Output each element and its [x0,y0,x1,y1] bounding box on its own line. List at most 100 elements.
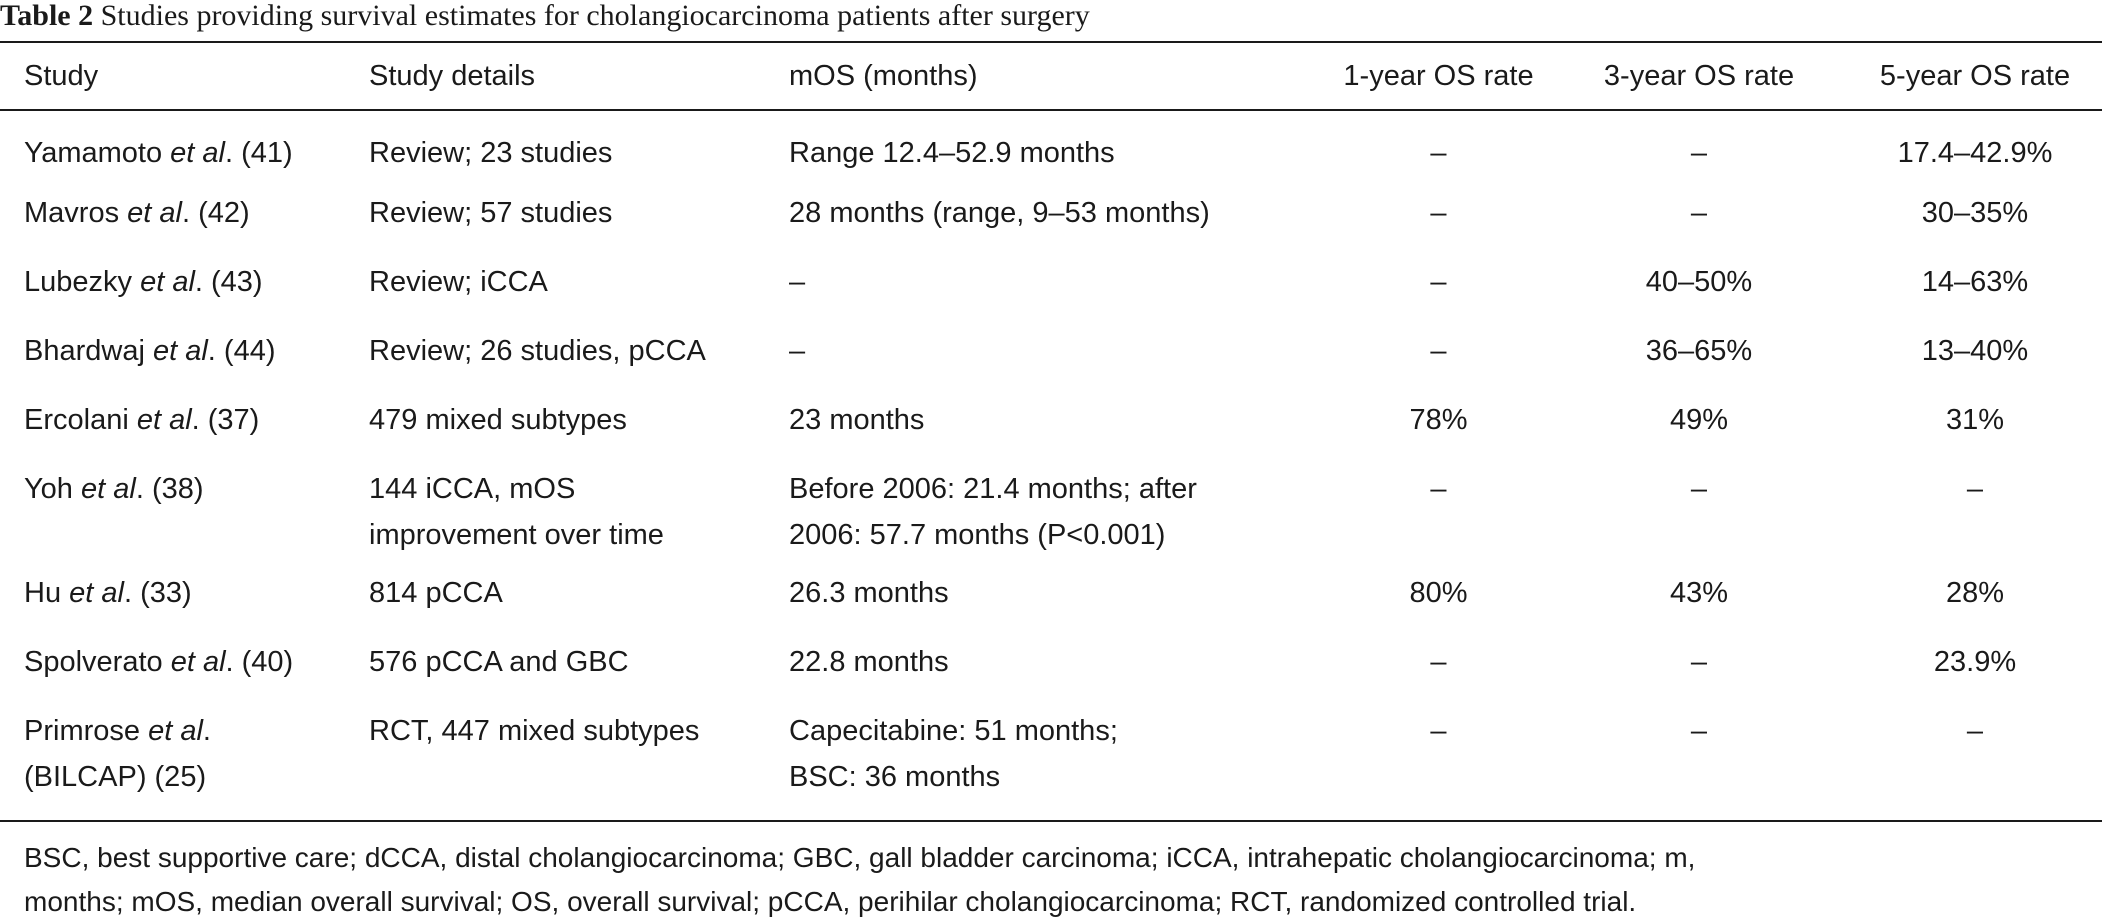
study-cell: Yamamoto et al. (41) [0,109,369,178]
study-cell: Bhardwaj et al. (44) [0,316,369,385]
study-etal: et al [170,646,226,678]
study-ref-line: (BILCAP) (25) [24,761,207,793]
os3-cell: – [1690,646,1708,678]
mos-cell: – [789,266,806,298]
header-5-year-os: 5-year OS rate [1879,60,2071,92]
table-row: Hu et al. (33) 814 pCCA 26.3 months 80% … [0,558,2102,627]
study-author: Primrose [24,715,149,747]
os5-cell: 13–40% [1921,335,2029,367]
study-etal: et al [81,473,136,505]
study-ref: . (42) [181,197,250,229]
os1-cell: 78% [1409,404,1468,436]
table-caption-label: Table 2 [0,0,94,32]
header-1-year-os: 1-year OS rate [1343,60,1534,92]
study-author: Ercolani [24,404,137,436]
os1-cell: – [1430,335,1447,367]
table-row: Lubezky et al. (43) Review; iCCA – – 40–… [0,247,2102,316]
mos-cell: – [789,335,806,367]
os1-cell: – [1430,473,1447,505]
table-top-rule [0,41,2102,43]
footnote-line: BSC, best supportive care; dCCA, distal … [24,842,1696,873]
study-etal: et al [148,715,203,747]
mos-cell: Before 2006: 21.4 months; after 2006: 57.… [789,454,1303,558]
study-author: Lubezky [24,266,141,298]
study-details-cell: Review; 26 studies, pCCA [369,335,706,367]
mos-line: Before 2006: 21.4 months; after [789,473,1197,505]
study-details-cell: Review; 23 studies [369,137,613,169]
study-details-cell: Review; iCCA [369,266,548,298]
study-details-cell: 144 iCCA, mOS improvement over time [369,454,789,558]
mos-cell: 23 months [789,404,925,436]
study-details-cell: 814 pCCA [369,577,503,609]
header-mos: mOS (months) [789,60,978,92]
os1-cell: – [1430,646,1447,678]
os5-cell: 28% [1945,577,2005,609]
study-cell: Lubezky et al. (43) [0,247,369,316]
study-details-cell: 576 pCCA and GBC [369,646,629,678]
table-row: Primrose et al. (BILCAP) (25) RCT, 447 mi… [0,696,2102,800]
study-ref: . [202,715,211,747]
study-ref: . (33) [123,577,192,609]
study-etal: et al [69,577,124,609]
os5-cell: 23.9% [1933,646,2017,678]
study-author: Bhardwaj [24,335,153,367]
table-row: Yoh et al. (38) 144 iCCA, mOS improvement… [0,454,2102,558]
study-ref: . (38) [135,473,204,505]
study-cell: Ercolani et al. (37) [0,385,369,454]
footnote-line: months; mOS, median overall survival; OS… [24,886,1637,917]
table-footnote: BSC, best supportive care; dCCA, distal … [24,836,2084,924]
os3-cell: – [1690,197,1708,229]
study-ref: . (37) [191,404,260,436]
os5-cell: 14–63% [1921,266,2029,298]
table-row: Spolverato et al. (40) 576 pCCA and GBC … [0,627,2102,696]
os3-cell: 43% [1669,577,1729,609]
mos-cell: 28 months (range, 9–53 months) [789,197,1210,229]
mos-line: BSC: 36 months [789,761,1001,793]
table-caption-text: Studies providing survival estimates for… [93,0,1090,32]
study-etal: et al [136,404,192,436]
study-cell: Mavros et al. (42) [0,178,369,247]
header-3-year-os: 3-year OS rate [1603,60,1795,92]
study-cell: Hu et al. (33) [0,558,369,627]
study-author: Yoh [24,473,81,505]
header-study: Study [24,60,99,92]
table-header-rule [0,109,2102,111]
study-cell: Primrose et al. (BILCAP) (25) [0,696,369,800]
os1-cell: – [1430,266,1447,298]
os3-cell: 36–65% [1645,335,1753,367]
mos-cell: Capecitabine: 51 months; BSC: 36 months [789,696,1303,800]
survival-table: Study Study details mOS (months) 1-year … [0,43,2102,800]
table-header-row: Study Study details mOS (months) 1-year … [0,43,2102,109]
study-details-cell: RCT, 447 mixed subtypes [369,715,700,747]
study-etal: et al [140,266,195,298]
header-study-details: Study details [369,60,536,92]
os3-cell: 49% [1669,404,1729,436]
os3-cell: – [1690,715,1708,747]
study-etal: et al [170,137,225,169]
study-ref: . (41) [224,137,293,169]
study-etal: et al [127,197,182,229]
study-details-line: 144 iCCA, mOS [369,473,576,505]
study-author: Spolverato [24,646,171,678]
mos-cell: 26.3 months [789,577,949,609]
table-row: Mavros et al. (42) Review; 57 studies 28… [0,178,2102,247]
os3-cell: – [1690,137,1708,169]
os5-cell: – [1966,473,1984,505]
table-row: Yamamoto et al. (41) Review; 23 studies … [0,109,2102,178]
study-details-line: improvement over time [369,519,664,551]
mos-cell: Range 12.4–52.9 months [789,137,1115,169]
study-ref: . (40) [225,646,294,678]
os5-cell: 31% [1945,404,2005,436]
os1-cell: – [1430,715,1447,747]
study-author: Mavros [24,197,128,229]
os1-cell: 80% [1409,577,1468,609]
mos-cell: 22.8 months [789,646,949,678]
mos-line: 2006: 57.7 months (P<0.001) [789,519,1166,551]
study-ref: . (43) [194,266,263,298]
os1-cell: – [1430,137,1447,169]
study-etal: et al [152,335,208,367]
os3-cell: – [1690,473,1708,505]
table-bottom-rule [0,820,2102,822]
table-row: Ercolani et al. (37) 479 mixed subtypes … [0,385,2102,454]
study-cell: Yoh et al. (38) [0,454,369,558]
